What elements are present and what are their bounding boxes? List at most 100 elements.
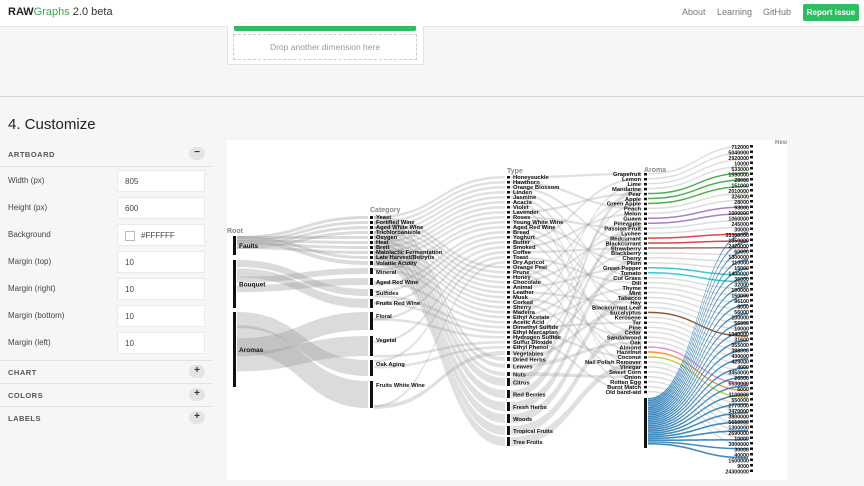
result-node — [750, 348, 753, 351]
artboard-section-label[interactable]: ARTBOARD — [8, 150, 55, 159]
type-node — [507, 364, 510, 368]
background-color-input[interactable]: #FFFFFF — [117, 224, 205, 246]
column-header-3: Aroma — [644, 167, 666, 174]
margin-bottom-input[interactable]: 10 — [117, 305, 205, 327]
type-node — [507, 256, 510, 259]
colors-section-label[interactable]: COLORS — [8, 391, 44, 400]
flow-link — [648, 443, 748, 459]
flow-link — [648, 192, 748, 210]
flow-link — [648, 199, 748, 215]
type-node — [507, 281, 510, 284]
type-node — [507, 241, 510, 244]
category-node — [370, 312, 373, 330]
flow-link — [511, 237, 642, 349]
margin-right-input[interactable]: 10 — [117, 278, 205, 300]
result-node — [750, 172, 753, 175]
colors-expand-button[interactable]: + — [189, 388, 205, 401]
aroma-label: Sweet Corn — [609, 370, 641, 376]
type-node — [507, 201, 510, 204]
aroma-label: Vinegar — [620, 365, 642, 371]
flow-link — [511, 236, 642, 369]
flow-link — [648, 252, 748, 256]
flow-link — [648, 296, 748, 317]
result-node — [750, 332, 753, 335]
flow-link — [374, 256, 505, 446]
nav-learning[interactable]: Learning — [717, 7, 753, 17]
type-node — [507, 390, 510, 398]
flow-link — [648, 257, 748, 263]
aroma-node — [644, 351, 647, 354]
category-label: Mineral — [376, 270, 397, 276]
result-value-label: 388000 — [731, 349, 749, 355]
result-node — [750, 469, 753, 472]
result-value-label: 8000 — [737, 305, 749, 311]
chart-expand-button[interactable]: + — [189, 365, 205, 378]
labels-section-label[interactable]: LABELS — [8, 414, 41, 423]
category-node — [370, 278, 373, 285]
type-label: Citrus — [513, 381, 530, 387]
flow-link — [374, 251, 505, 435]
aroma-label: Cherry — [622, 256, 641, 262]
color-swatch[interactable] — [125, 230, 135, 241]
flow-link — [648, 272, 748, 283]
result-value-label: 533000 — [731, 167, 749, 173]
report-issue-button[interactable]: Report issue — [803, 4, 859, 21]
flow-link — [374, 221, 505, 267]
type-node — [507, 226, 510, 229]
type-node — [507, 266, 510, 269]
artboard-collapse-button[interactable]: − — [189, 147, 205, 160]
aroma-label: Green Apple — [607, 202, 642, 208]
result-node — [750, 447, 753, 450]
flow-link — [374, 268, 505, 319]
margin-left-label: Margin (left) — [8, 338, 51, 347]
mapped-dimension-bar[interactable] — [234, 26, 416, 31]
aroma-node-main — [644, 398, 647, 448]
flow-link — [648, 311, 748, 337]
labels-expand-button[interactable]: + — [189, 411, 205, 424]
nav-github[interactable]: GitHub — [763, 7, 792, 17]
category-label: Aged White Wine — [376, 225, 424, 231]
height-input[interactable]: 600 — [117, 197, 205, 219]
flow-link — [511, 196, 642, 314]
brand-logo[interactable]: RAWGraphs 2.0 beta — [8, 6, 113, 18]
result-node — [750, 205, 753, 208]
aroma-node — [644, 286, 647, 290]
result-node — [750, 403, 753, 406]
result-node — [750, 387, 753, 390]
margin-top-label: Margin (top) — [8, 257, 52, 266]
margin-top-input[interactable]: 10 — [117, 251, 205, 273]
category-node — [370, 251, 373, 254]
root-label: Bouquet — [239, 282, 266, 289]
result-node — [750, 458, 753, 461]
column-header-2: Type — [507, 168, 523, 175]
result-node — [750, 310, 753, 313]
type-node — [507, 336, 510, 339]
type-label: Smoked — [513, 245, 536, 251]
result-value-label: 5650000 — [728, 420, 749, 426]
flow-link — [237, 312, 368, 357]
result-node — [750, 244, 753, 247]
type-label: Leaves — [513, 365, 533, 371]
flow-link — [648, 213, 748, 224]
dimension-dropzone[interactable]: Drop another dimension here — [233, 34, 417, 60]
result-value-label: 3000000 — [728, 442, 749, 448]
flow-link — [511, 222, 642, 398]
flow-link — [374, 221, 505, 368]
flow-link — [648, 165, 748, 190]
nav-about[interactable]: About — [682, 7, 706, 17]
type-node — [507, 186, 510, 189]
aroma-label: Pineapple — [614, 222, 642, 228]
type-label: Ethyl Phenol — [513, 345, 548, 351]
aroma-label: Tar — [632, 321, 641, 327]
width-input[interactable]: 805 — [117, 170, 205, 192]
flow-link — [648, 439, 748, 441]
chart-section-label[interactable]: CHART — [8, 368, 37, 377]
type-node — [507, 236, 510, 239]
margin-left-input[interactable]: 10 — [117, 332, 205, 354]
flow-link — [511, 306, 642, 361]
type-node — [507, 357, 510, 361]
flow-link — [374, 201, 505, 244]
type-node — [507, 231, 510, 234]
result-value-label: 100000 — [731, 288, 749, 294]
artboard-preview: Root Category Type Aroma Result Faults Bouquet… — [227, 140, 793, 480]
